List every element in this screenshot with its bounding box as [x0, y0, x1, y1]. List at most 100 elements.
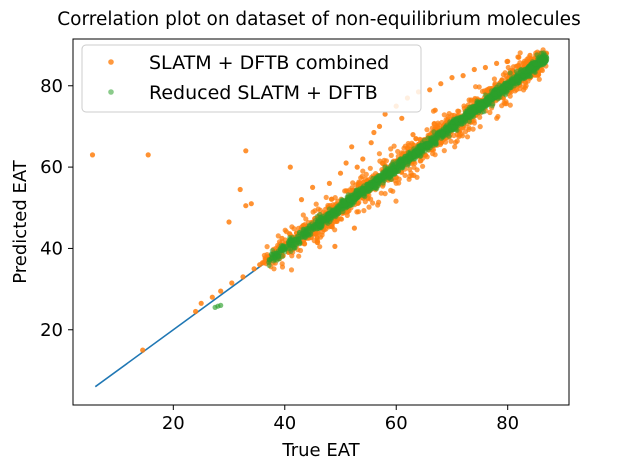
data-point [325, 210, 331, 216]
data-point [368, 140, 374, 146]
data-point [266, 259, 272, 265]
data-point [198, 300, 204, 306]
data-point [528, 64, 534, 71]
x-tick-label: 60 [385, 413, 408, 434]
data-point [407, 151, 413, 157]
x-axis: 20 40 60 80 [162, 405, 519, 434]
data-point [218, 288, 224, 294]
data-point [413, 136, 419, 142]
data-point [318, 214, 324, 220]
data-point [298, 197, 305, 203]
data-point [424, 127, 430, 133]
data-point [396, 158, 402, 164]
data-point [328, 223, 334, 229]
data-point [516, 54, 522, 60]
y-tick-label: 40 [40, 238, 63, 259]
data-point [477, 101, 483, 107]
data-point [520, 60, 527, 66]
data-point [482, 64, 488, 71]
data-point [89, 152, 96, 158]
data-point [310, 184, 316, 190]
data-point [271, 266, 277, 272]
data-point [414, 174, 420, 180]
data-point [382, 111, 388, 117]
data-point [313, 225, 319, 231]
data-point [460, 73, 466, 79]
data-point [399, 115, 405, 121]
data-point [470, 126, 476, 132]
data-point [473, 84, 479, 90]
data-point [237, 186, 243, 193]
data-point [538, 67, 545, 73]
data-point [456, 108, 462, 114]
data-point [438, 81, 444, 87]
data-point [356, 179, 362, 185]
data-point [382, 191, 388, 197]
data-point [507, 70, 513, 76]
data-point [500, 72, 506, 78]
data-point [509, 79, 515, 85]
data-point [376, 199, 382, 205]
data-point [499, 89, 505, 95]
data-point [494, 60, 500, 66]
axes-frame [72, 38, 570, 406]
data-point [477, 124, 483, 130]
data-point [435, 120, 441, 126]
y-axis-label: Predicted EAT [10, 159, 31, 284]
data-point [371, 129, 377, 136]
data-point [527, 52, 533, 58]
data-point [427, 87, 433, 93]
data-point [477, 114, 483, 120]
data-point [303, 216, 309, 222]
data-point [420, 163, 426, 169]
data-point [517, 50, 523, 56]
data-point [396, 180, 402, 186]
data-point [361, 208, 367, 214]
x-tick-label: 40 [273, 413, 296, 434]
data-point [373, 176, 379, 182]
data-point [302, 241, 308, 247]
chart-title: Correlation plot on dataset of non-equil… [57, 9, 580, 30]
data-point [400, 162, 406, 168]
data-point [367, 165, 373, 171]
data-point [467, 108, 473, 114]
data-point [291, 226, 297, 232]
data-point [459, 133, 466, 139]
data-point [251, 266, 257, 272]
data-point [446, 133, 452, 139]
data-point [218, 302, 224, 308]
data-point [368, 182, 374, 188]
data-point [368, 196, 374, 202]
data-point [386, 170, 392, 176]
data-point [459, 121, 465, 127]
data-point [360, 168, 366, 174]
data-point [380, 180, 386, 186]
data-point [492, 91, 498, 97]
data-point [495, 113, 501, 120]
data-point [332, 227, 338, 233]
data-point [337, 170, 344, 176]
data-point [489, 103, 495, 109]
data-point [303, 229, 309, 235]
data-point [464, 134, 471, 140]
data-point [435, 135, 441, 141]
data-point [363, 171, 369, 177]
data-point [286, 241, 292, 247]
data-point [300, 212, 306, 218]
data-point [282, 227, 288, 233]
data-point [393, 198, 399, 204]
x-tick-label: 20 [162, 413, 185, 434]
data-point [434, 131, 440, 137]
data-point [471, 66, 477, 73]
data-point [341, 199, 347, 205]
data-point [352, 196, 358, 202]
data-point [334, 218, 340, 224]
data-point [288, 248, 294, 254]
data-point [349, 144, 355, 150]
data-point [272, 257, 278, 263]
data-point [349, 185, 355, 191]
data-point [362, 199, 368, 205]
data-point [344, 212, 350, 218]
y-tick-label: 60 [40, 157, 63, 178]
